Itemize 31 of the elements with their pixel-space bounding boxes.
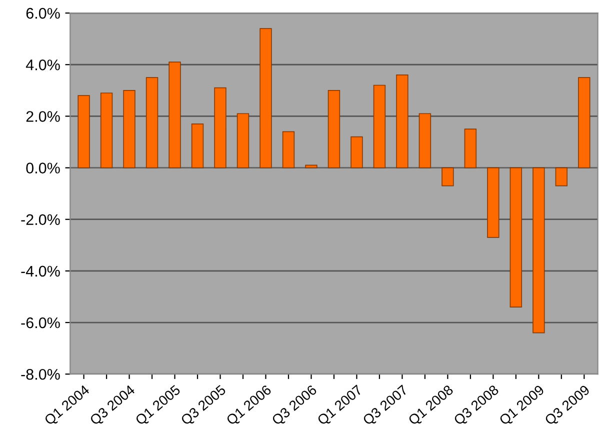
bar <box>282 131 295 168</box>
bar <box>260 28 272 168</box>
bar <box>214 87 226 168</box>
bar <box>78 95 90 168</box>
bar <box>510 167 522 308</box>
bar <box>305 164 318 168</box>
y-tick-label: -4.0% <box>21 266 60 277</box>
bar <box>578 77 590 168</box>
bar <box>418 113 432 168</box>
y-tick-label: -2.0% <box>21 214 60 226</box>
bar <box>350 136 363 168</box>
bar <box>487 167 500 238</box>
y-tick-label: -8.0% <box>21 368 60 380</box>
y-tick-label: -6.0% <box>21 317 60 328</box>
bar <box>464 128 477 168</box>
bar <box>168 62 181 168</box>
bar <box>146 77 158 168</box>
bar <box>373 84 386 168</box>
bar <box>100 92 113 168</box>
bar <box>555 167 568 186</box>
bar <box>236 113 250 168</box>
y-tick-label: 6.0% <box>26 8 60 19</box>
bar <box>532 167 545 334</box>
bar <box>328 90 340 168</box>
y-tick-label: 0.0% <box>26 162 60 174</box>
bar <box>123 90 136 168</box>
bar <box>442 167 454 186</box>
bar <box>191 124 204 168</box>
y-tick-label: 2.0% <box>26 111 60 122</box>
bar <box>396 74 408 168</box>
y-tick-label: 4.0% <box>26 59 60 70</box>
